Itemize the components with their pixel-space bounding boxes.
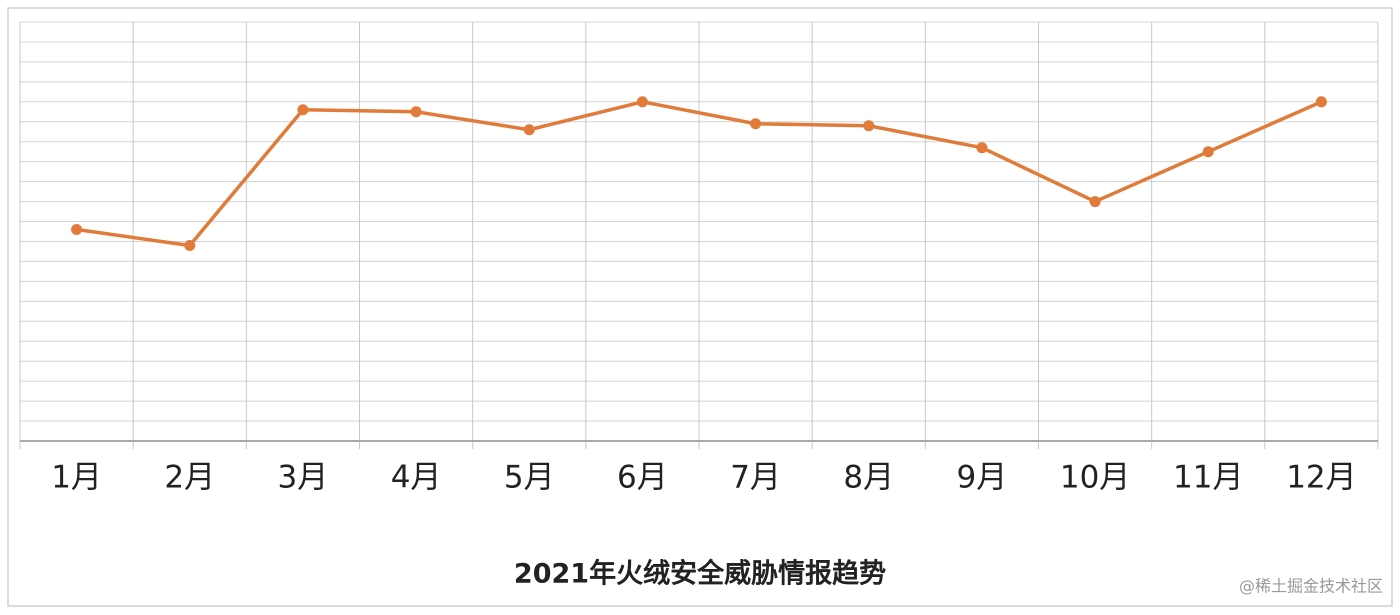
point <box>1315 96 1327 108</box>
x-tick-label: 12月 <box>1286 460 1356 496</box>
x-tick-label: 5月 <box>504 460 555 496</box>
x-tick-label: 4月 <box>391 460 442 496</box>
x-tick-label: 7月 <box>730 460 781 496</box>
point <box>297 104 309 116</box>
point <box>523 124 535 136</box>
line <box>76 100 1323 248</box>
point <box>863 120 875 132</box>
x-tick-label: 8月 <box>843 460 894 496</box>
x-tick-label: 11月 <box>1173 460 1243 496</box>
x-tick-label: 1月 <box>51 460 102 496</box>
point <box>976 142 988 154</box>
point <box>184 239 196 251</box>
x-tick-label: 9月 <box>957 460 1008 496</box>
point <box>1089 196 1101 208</box>
x-tick-label: 3月 <box>278 460 329 496</box>
point <box>410 106 422 118</box>
x-tick-label: 10月 <box>1060 460 1130 496</box>
point <box>636 96 648 108</box>
watermark: @稀土掘金技术社区 <box>1239 577 1383 596</box>
point <box>1202 146 1214 158</box>
point <box>750 118 762 130</box>
chart-title: 2021年火绒安全威胁情报趋势 <box>514 558 886 590</box>
x-tick-label: 6月 <box>617 460 668 496</box>
chart-frame <box>7 7 1393 607</box>
point <box>71 224 83 236</box>
x-tick-label: 2月 <box>164 460 215 496</box>
